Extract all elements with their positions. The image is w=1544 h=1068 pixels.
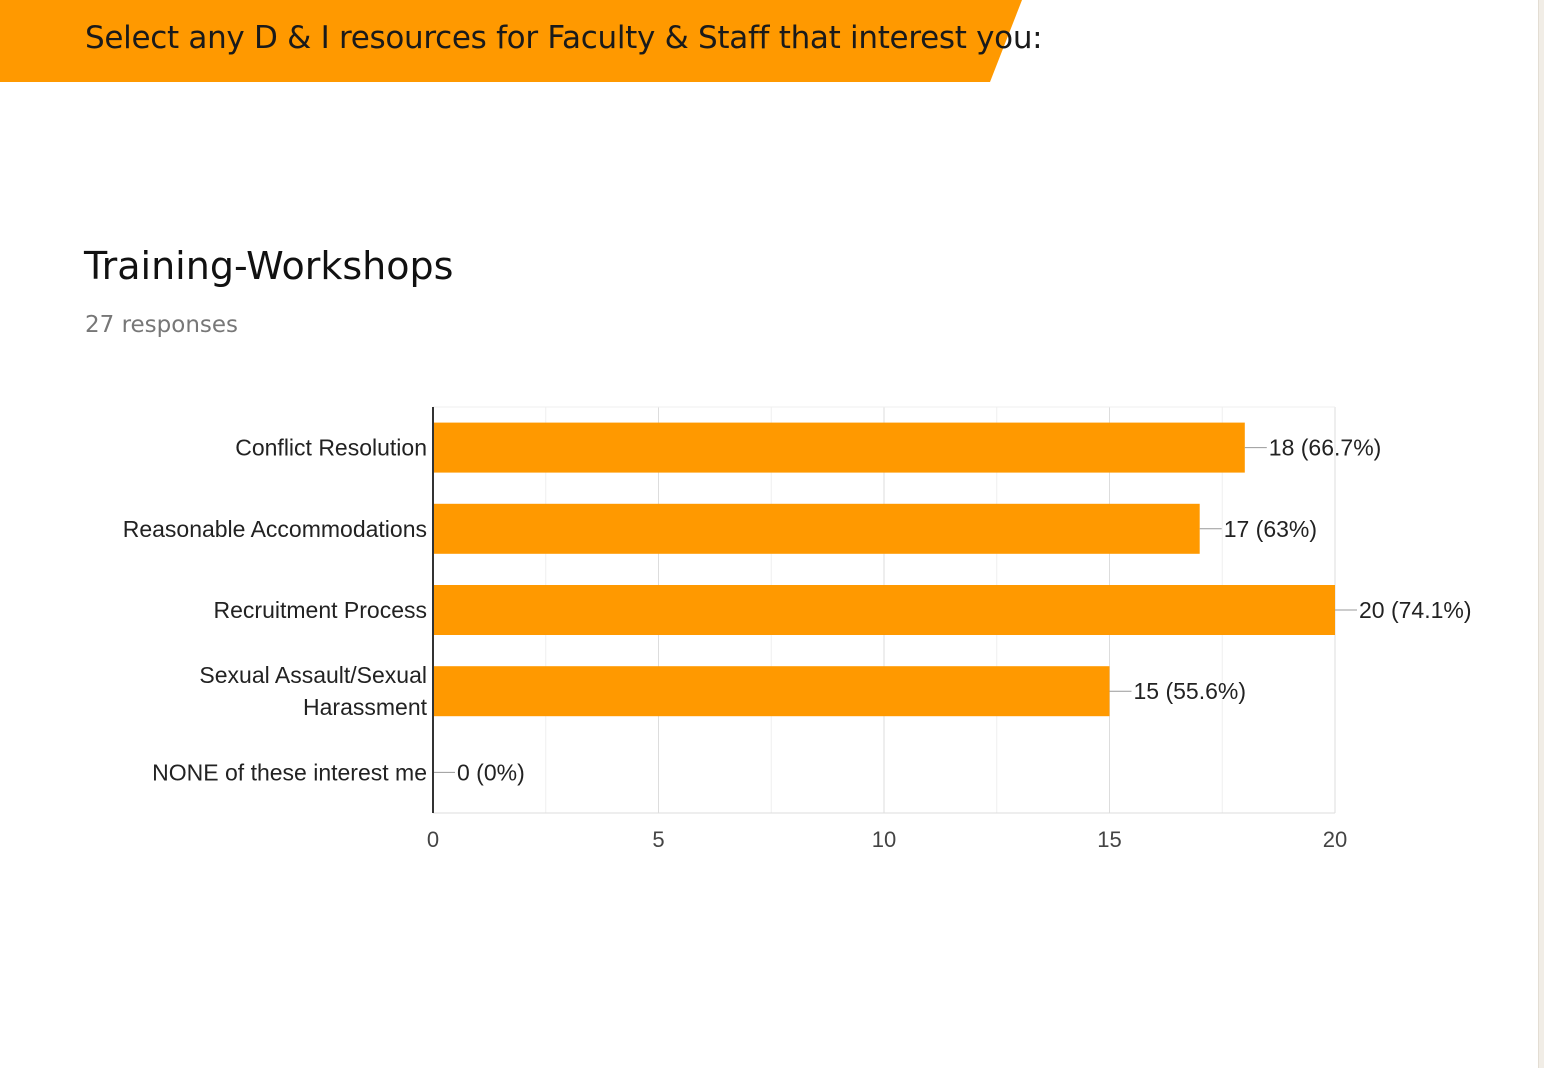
bar — [434, 422, 1245, 473]
x-tick-label: 5 — [652, 827, 664, 852]
data-label: 15 (55.6%) — [1134, 678, 1247, 704]
x-tick-label: 10 — [872, 827, 896, 852]
category-label: Recruitment Process — [214, 597, 427, 623]
banner-title: Select any D & I resources for Faculty &… — [85, 20, 1043, 56]
data-label: 18 (66.7%) — [1269, 435, 1382, 461]
chart-title: Training-Workshops — [84, 244, 454, 288]
category-label: Reasonable Accommodations — [123, 516, 427, 542]
category-label: NONE of these interest me — [152, 759, 427, 785]
category-label: Sexual Assault/Sexual — [199, 662, 427, 688]
data-label: 20 (74.1%) — [1359, 597, 1472, 623]
category-label: Harassment — [303, 694, 428, 720]
data-label: 0 (0%) — [457, 759, 525, 785]
bar — [434, 503, 1200, 554]
category-label: Conflict Resolution — [235, 435, 427, 461]
x-tick-label: 15 — [1097, 827, 1121, 852]
page-edge — [1538, 0, 1544, 1068]
bar — [434, 585, 1335, 635]
question-banner: Select any D & I resources for Faculty &… — [0, 0, 1043, 82]
bar — [434, 666, 1110, 717]
x-tick-label: 20 — [1323, 827, 1347, 852]
x-tick-label: 0 — [427, 827, 439, 852]
data-label: 17 (63%) — [1224, 516, 1317, 542]
response-count: 27 responses — [85, 312, 239, 338]
banner-shape — [0, 0, 1022, 82]
